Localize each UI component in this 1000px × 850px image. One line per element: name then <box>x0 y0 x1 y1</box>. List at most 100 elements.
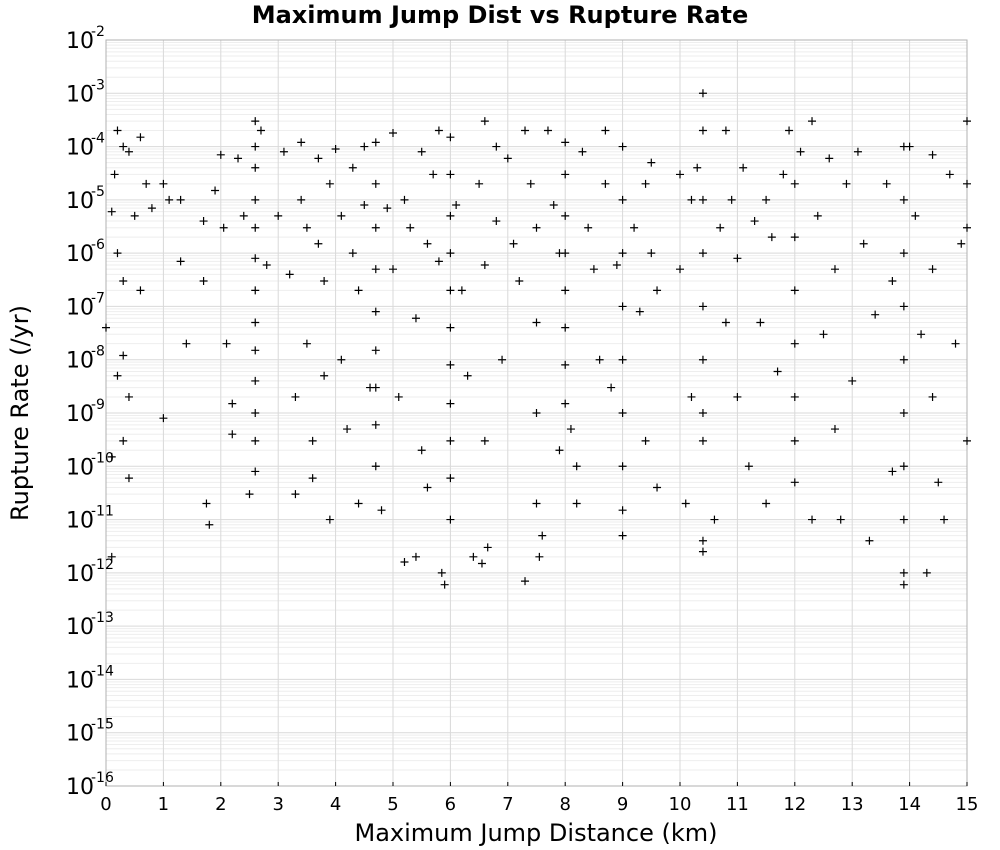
data-point <box>394 392 403 401</box>
data-point <box>503 154 512 163</box>
data-point <box>113 126 122 135</box>
plot-area <box>105 39 968 787</box>
y-tick-base: 10 <box>66 295 94 320</box>
data-point <box>957 239 966 248</box>
y-tick-exponent: -13 <box>91 610 114 626</box>
data-point <box>119 142 128 151</box>
data-point <box>589 265 598 274</box>
data-point <box>618 355 627 364</box>
data-point <box>251 409 260 417</box>
data-point <box>469 552 478 561</box>
data-point <box>790 339 799 348</box>
data-point <box>446 249 455 258</box>
data-point <box>360 201 369 210</box>
data-point <box>796 147 805 156</box>
data-point <box>124 392 133 401</box>
data-point <box>515 277 524 286</box>
data-point <box>779 170 788 179</box>
data-point <box>251 436 260 445</box>
data-point <box>641 436 650 445</box>
data-point <box>928 392 937 401</box>
data-point <box>653 483 662 492</box>
data-point <box>302 339 311 348</box>
data-point <box>389 128 397 137</box>
data-point <box>348 163 357 172</box>
data-point <box>130 211 139 220</box>
x-tick-label: 12 <box>783 794 806 815</box>
data-point <box>928 265 937 274</box>
data-point <box>630 223 639 232</box>
data-point <box>750 217 759 226</box>
data-point <box>790 179 799 188</box>
data-point <box>733 392 742 401</box>
data-point <box>790 392 799 401</box>
data-point <box>119 351 128 360</box>
data-point <box>119 277 128 286</box>
data-point <box>297 138 306 147</box>
data-point <box>202 499 211 508</box>
y-axis-label: Rupture Rate (/yr) <box>6 305 34 521</box>
data-point <box>767 233 776 242</box>
x-tick-label: 13 <box>841 794 864 815</box>
data-point <box>434 257 443 266</box>
data-point <box>790 478 799 487</box>
data-point <box>234 154 243 163</box>
data-point <box>618 195 627 204</box>
data-point <box>463 371 472 380</box>
data-point <box>888 467 897 476</box>
data-point <box>411 314 420 323</box>
data-point <box>813 211 822 220</box>
data-point <box>578 147 587 156</box>
data-point <box>483 543 492 552</box>
data-point <box>480 117 489 126</box>
data-point <box>733 254 742 263</box>
x-tick-label: 2 <box>215 794 226 815</box>
data-point <box>102 323 110 332</box>
data-point <box>262 260 271 269</box>
data-point <box>119 436 128 445</box>
data-point <box>595 355 604 364</box>
data-point <box>216 150 225 159</box>
data-point <box>555 446 564 455</box>
x-tick-label: 7 <box>502 794 513 815</box>
data-point <box>400 195 409 204</box>
data-point <box>400 557 409 566</box>
y-tick-base: 10 <box>66 775 94 800</box>
data-point <box>543 126 552 135</box>
data-point <box>698 436 707 445</box>
data-point <box>951 339 960 348</box>
data-point <box>899 568 908 577</box>
y-tick-label: 10-14 <box>66 663 114 693</box>
data-point <box>549 201 558 210</box>
data-point <box>899 195 908 204</box>
y-tick-label: 10-15 <box>66 717 114 747</box>
data-point <box>297 195 306 204</box>
data-point <box>176 195 185 204</box>
data-point <box>320 371 329 380</box>
y-tick-base: 10 <box>66 29 94 54</box>
y-tick-label: 10-12 <box>66 557 114 587</box>
data-point <box>905 142 914 151</box>
data-point <box>251 467 260 476</box>
data-point <box>756 318 765 327</box>
data-point <box>279 147 288 156</box>
data-point <box>859 239 868 248</box>
y-tick-label: 10-8 <box>66 344 105 374</box>
data-point <box>526 179 535 188</box>
x-axis-ticks: 0 1 2 3 4 5 6 7 8 9 10 11 12 13 14 15 <box>100 782 978 815</box>
data-point <box>251 142 260 151</box>
data-point <box>561 399 570 408</box>
data-point <box>337 355 346 364</box>
x-tick-label: 4 <box>330 794 341 815</box>
data-point <box>256 126 265 135</box>
data-point <box>899 302 908 311</box>
y-tick-exponent: -16 <box>91 770 114 786</box>
data-point <box>446 474 455 483</box>
data-point <box>561 249 570 258</box>
data-point <box>113 249 122 258</box>
y-tick-exponent: -5 <box>91 184 105 200</box>
data-point <box>251 195 260 204</box>
data-point <box>446 436 455 445</box>
y-tick-exponent: -3 <box>91 77 105 93</box>
